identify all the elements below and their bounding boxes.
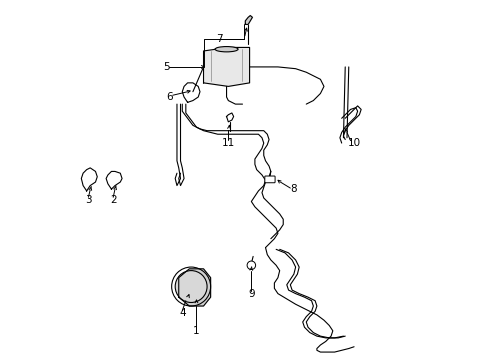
Text: 7: 7 — [216, 34, 222, 44]
Text: 8: 8 — [290, 184, 297, 194]
Text: 5: 5 — [163, 62, 169, 72]
Ellipse shape — [214, 46, 238, 52]
Text: 6: 6 — [166, 92, 173, 102]
Text: 10: 10 — [347, 138, 360, 148]
FancyBboxPatch shape — [264, 176, 274, 183]
Polygon shape — [203, 47, 249, 86]
Circle shape — [175, 271, 207, 302]
Polygon shape — [245, 16, 252, 24]
Text: 2: 2 — [110, 195, 116, 205]
Circle shape — [246, 261, 255, 270]
Text: 11: 11 — [221, 138, 234, 148]
Text: 4: 4 — [179, 308, 185, 318]
Text: 9: 9 — [247, 288, 254, 298]
Text: 3: 3 — [85, 195, 91, 205]
Text: 1: 1 — [193, 326, 199, 336]
Polygon shape — [179, 269, 210, 306]
